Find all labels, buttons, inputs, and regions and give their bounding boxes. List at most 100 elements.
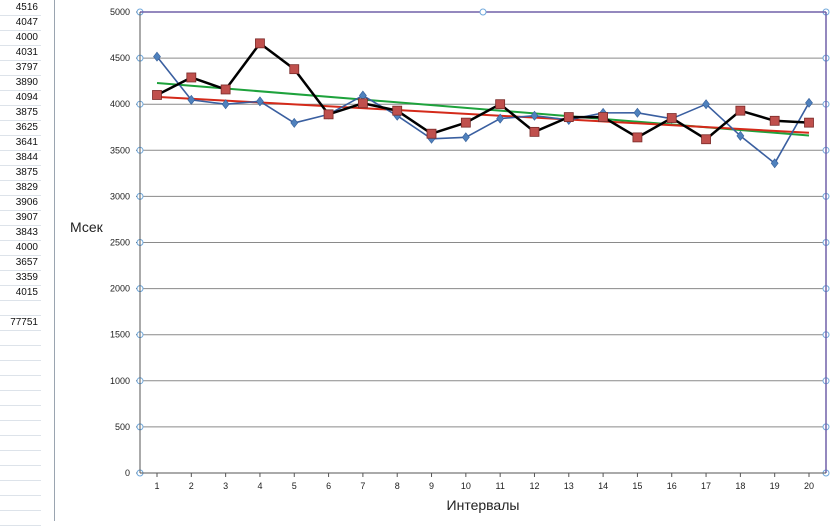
sheet-cell[interactable]: 3359 <box>0 271 41 286</box>
data-point-diamond <box>770 158 779 169</box>
sheet-cell[interactable] <box>0 331 41 346</box>
data-point-square <box>289 64 300 75</box>
sheet-cell[interactable]: 3641 <box>0 136 41 151</box>
sheet-cell[interactable] <box>0 436 41 451</box>
x-tick-label: 11 <box>495 481 504 491</box>
x-tick-label: 1 <box>154 481 159 491</box>
x-tick-label: 12 <box>529 481 539 491</box>
sheet-cell[interactable] <box>0 361 41 376</box>
x-tick-label: 15 <box>632 481 642 491</box>
sheet-cell[interactable] <box>0 481 41 496</box>
data-point-square <box>735 105 746 116</box>
sheet-cell[interactable] <box>0 391 41 406</box>
data-point-square <box>152 90 162 100</box>
sheet-cell[interactable] <box>0 346 41 361</box>
sheet-cell[interactable] <box>0 421 41 436</box>
sheet-cell[interactable]: 4000 <box>0 31 41 46</box>
data-point-square <box>529 126 540 137</box>
sheet-cell[interactable]: 3797 <box>0 61 41 76</box>
data-point-square <box>460 117 471 128</box>
data-point-diamond <box>702 99 710 110</box>
sheet-cell[interactable]: 3844 <box>0 151 41 166</box>
x-tick-label: 4 <box>257 481 262 491</box>
top-border-node <box>479 8 487 16</box>
y-tick-label: 500 <box>115 422 130 432</box>
sheet-cell[interactable]: 4031 <box>0 46 41 61</box>
sheet-cell[interactable]: 3890 <box>0 76 41 91</box>
data-point-square <box>666 113 677 123</box>
y-tick-label: 4000 <box>110 99 130 109</box>
sheet-cell[interactable]: 4516 <box>0 1 41 16</box>
sheet-cell[interactable] <box>0 301 41 316</box>
data-point-diamond <box>187 94 196 105</box>
sheet-cell[interactable]: 4015 <box>0 286 41 301</box>
data-point-diamond <box>530 110 539 121</box>
sheet-cell[interactable]: 3907 <box>0 211 41 226</box>
spreadsheet-column-2 <box>42 0 55 521</box>
data-point-square <box>255 38 265 49</box>
sheet-cell[interactable]: 4000 <box>0 241 41 256</box>
sheet-cell[interactable]: 3843 <box>0 226 41 241</box>
sheet-cell[interactable]: 77751 <box>0 316 41 331</box>
sheet-cell[interactable]: 3875 <box>0 166 41 181</box>
data-point-diamond <box>290 117 299 128</box>
grid-lines <box>140 11 826 428</box>
x-tick-label: 14 <box>598 481 608 491</box>
sheet-cell[interactable]: 3906 <box>0 196 41 211</box>
axes: 0 500 1000 1500 2000 2500 3000 3500 4000 4500 5000… <box>110 7 830 491</box>
y-axis-title: Мсек <box>70 219 104 235</box>
data-point-square <box>701 134 711 145</box>
y-tick-label: 4500 <box>110 53 130 63</box>
sheet-cell[interactable] <box>0 466 41 481</box>
data-point-square <box>186 72 197 83</box>
x-tick-label: 9 <box>429 481 434 491</box>
sheet-cell[interactable] <box>0 406 41 421</box>
x-tick-label: 20 <box>804 481 814 491</box>
spreadsheet-column: 4516 4047 4000 4031 3797 3890 4094 3875 3625 3641… <box>0 0 43 526</box>
data-point-square <box>598 112 609 123</box>
sheet-cell[interactable] <box>0 496 41 511</box>
data-point-diamond <box>256 96 264 107</box>
data-point-diamond <box>221 99 230 110</box>
y-tick-label: 1000 <box>110 376 130 386</box>
x-tick-label: 2 <box>189 481 194 491</box>
x-tick-label: 10 <box>461 481 471 491</box>
data-point-diamond <box>153 51 161 62</box>
data-point-diamond <box>805 97 813 108</box>
x-tick-label: 8 <box>395 481 400 491</box>
sheet-cell[interactable] <box>0 451 41 466</box>
sheet-cell[interactable]: 4094 <box>0 91 41 106</box>
x-tick-label: 7 <box>360 481 365 491</box>
data-point-square <box>563 112 574 123</box>
data-point-square <box>323 109 334 120</box>
y-tick-label: 2000 <box>110 284 130 294</box>
data-point-square <box>632 132 643 143</box>
data-point-diamond <box>633 107 642 118</box>
sheet-cell[interactable] <box>0 511 41 526</box>
sheet-cell[interactable]: 3657 <box>0 256 41 271</box>
line-chart: 0 500 1000 1500 2000 2500 3000 3500 4000 4500 5000… <box>70 7 830 513</box>
sheet-cell[interactable]: 3875 <box>0 106 41 121</box>
sheet-cell[interactable]: 3625 <box>0 121 41 136</box>
series-lines <box>152 38 814 169</box>
x-tick-label: 3 <box>223 481 228 491</box>
y-tick-label: 2500 <box>110 238 130 248</box>
data-point-square <box>357 98 368 109</box>
data-point-square <box>392 105 403 116</box>
sheet-cell[interactable]: 3829 <box>0 181 41 196</box>
y-tick-label: 0 <box>125 468 130 478</box>
sheet-cell[interactable] <box>0 376 41 391</box>
y-tick-label: 3000 <box>110 191 130 201</box>
x-tick-label: 17 <box>701 481 711 491</box>
data-point-square <box>769 115 780 126</box>
x-tick-label: 6 <box>326 481 331 491</box>
x-tick-label: 16 <box>667 481 677 491</box>
sheet-cell[interactable]: 4047 <box>0 16 41 31</box>
series-line <box>156 42 810 141</box>
x-tick-label: 5 <box>292 481 297 491</box>
y-tick-label: 1500 <box>110 330 130 340</box>
series-line <box>156 56 810 165</box>
data-point-diamond <box>736 130 745 141</box>
x-tick-label: 19 <box>770 481 780 491</box>
x-tick-label: 13 <box>564 481 574 491</box>
